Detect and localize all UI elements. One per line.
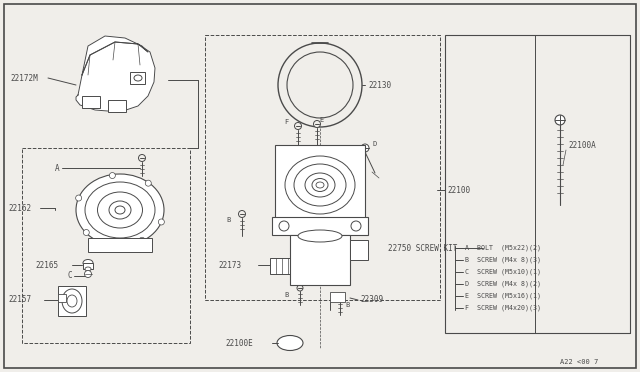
Text: 22130: 22130: [368, 80, 391, 90]
Bar: [275, 145, 365, 225]
Text: A22 <00 7: A22 <00 7: [560, 359, 598, 365]
Ellipse shape: [277, 336, 303, 350]
Bar: [445, 35, 630, 333]
Circle shape: [76, 195, 82, 201]
Text: F  SCREW (M4x20)(3): F SCREW (M4x20)(3): [465, 305, 541, 311]
Ellipse shape: [62, 289, 82, 313]
Text: D: D: [373, 141, 377, 147]
Circle shape: [145, 180, 151, 186]
Text: 22750 SCREW KIT: 22750 SCREW KIT: [388, 244, 458, 253]
Circle shape: [361, 144, 369, 152]
Circle shape: [279, 221, 289, 231]
Circle shape: [337, 295, 343, 301]
Text: 22157: 22157: [8, 295, 31, 305]
Text: A: A: [55, 164, 60, 173]
Text: 22173: 22173: [218, 260, 241, 269]
Text: 22100: 22100: [447, 186, 470, 195]
Text: E  SCREW (M5x16)(1): E SCREW (M5x16)(1): [465, 293, 541, 299]
Ellipse shape: [298, 230, 342, 242]
Circle shape: [278, 43, 362, 127]
Text: B: B: [226, 217, 230, 223]
Text: 22100A: 22100A: [568, 141, 596, 150]
Bar: [130, 72, 145, 84]
Text: C  SCREW (M5x10)(1): C SCREW (M5x10)(1): [465, 269, 541, 275]
Bar: [108, 100, 126, 112]
Text: 22309: 22309: [360, 295, 383, 305]
Text: 22165: 22165: [35, 260, 58, 269]
Circle shape: [555, 115, 565, 125]
Circle shape: [83, 230, 90, 235]
Circle shape: [109, 241, 115, 247]
Text: D  SCREW (M4x 8)(2): D SCREW (M4x 8)(2): [465, 281, 541, 287]
Ellipse shape: [134, 75, 142, 81]
Circle shape: [314, 121, 321, 128]
Circle shape: [158, 219, 164, 225]
Bar: [88, 238, 152, 252]
Circle shape: [239, 211, 246, 218]
Bar: [330, 292, 345, 302]
Bar: [82, 96, 100, 108]
Bar: [290, 235, 350, 285]
Bar: [272, 217, 368, 235]
Text: 22100E: 22100E: [225, 339, 253, 347]
Bar: [22, 148, 190, 343]
Text: C: C: [67, 272, 72, 280]
Bar: [270, 258, 300, 274]
Bar: [350, 240, 368, 260]
Text: B: B: [284, 292, 288, 298]
Text: E: E: [319, 117, 323, 123]
Circle shape: [84, 270, 92, 278]
Bar: [58, 294, 66, 302]
Ellipse shape: [76, 174, 164, 246]
Text: A  BOLT  (M5x22)(2): A BOLT (M5x22)(2): [465, 245, 541, 251]
Text: F: F: [284, 119, 288, 125]
Ellipse shape: [67, 295, 77, 307]
Polygon shape: [76, 42, 155, 112]
Bar: [58, 286, 86, 316]
Ellipse shape: [83, 260, 93, 266]
Circle shape: [139, 237, 145, 243]
Ellipse shape: [85, 267, 91, 271]
Text: 22162: 22162: [8, 203, 31, 212]
Circle shape: [294, 122, 301, 129]
Circle shape: [138, 154, 145, 161]
Circle shape: [297, 285, 303, 291]
Text: 22172M: 22172M: [10, 74, 38, 83]
Text: B: B: [345, 302, 349, 308]
Ellipse shape: [115, 206, 125, 214]
Circle shape: [351, 221, 361, 231]
Bar: [535, 35, 630, 333]
Bar: [205, 35, 440, 300]
Polygon shape: [82, 36, 148, 75]
Text: B  SCREW (M4x 8)(3): B SCREW (M4x 8)(3): [465, 257, 541, 263]
Circle shape: [109, 173, 115, 179]
Bar: [83, 263, 93, 269]
Ellipse shape: [285, 156, 355, 214]
Ellipse shape: [312, 179, 328, 192]
